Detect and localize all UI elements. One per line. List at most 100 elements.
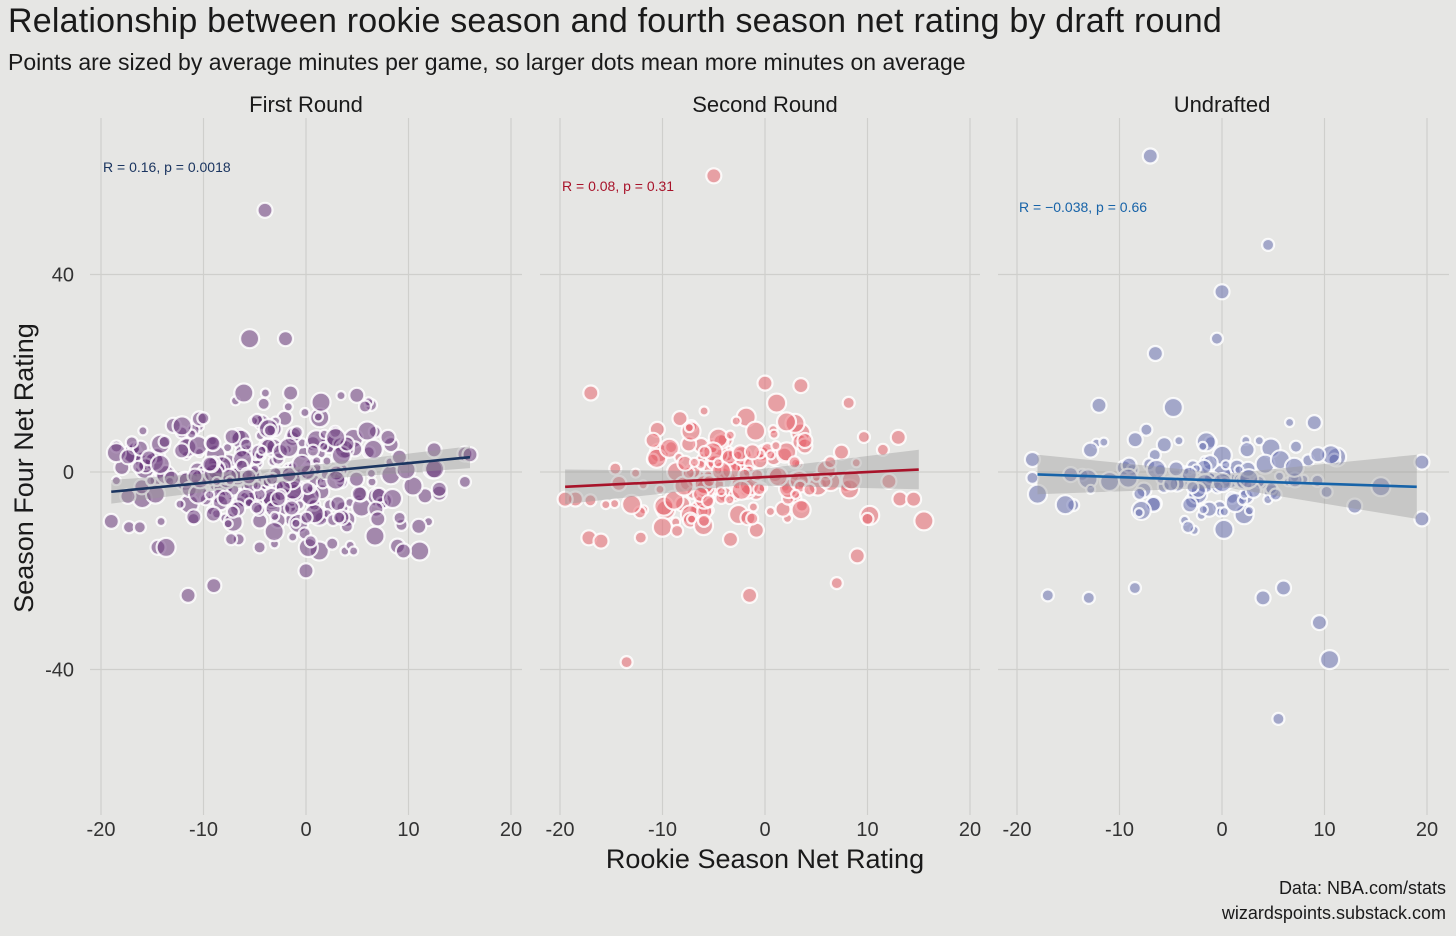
data-point <box>697 444 712 460</box>
data-point <box>425 441 443 459</box>
data-point <box>832 443 851 461</box>
data-point <box>1213 518 1235 541</box>
data-point <box>629 467 642 479</box>
data-point <box>1197 440 1209 452</box>
data-point <box>259 387 271 399</box>
data-point <box>1209 331 1225 346</box>
data-point <box>860 511 875 527</box>
data-point <box>1167 460 1185 478</box>
x-axis-label: Rookie Season Net Rating <box>606 844 924 874</box>
data-point <box>1318 648 1341 671</box>
data-point <box>671 410 689 428</box>
data-point <box>740 586 759 605</box>
data-point <box>262 423 278 438</box>
data-point <box>155 536 177 559</box>
data-point <box>1139 422 1154 437</box>
data-point <box>1211 472 1233 494</box>
data-point <box>904 490 923 508</box>
data-point <box>224 532 239 547</box>
data-point <box>196 411 211 426</box>
data-point <box>357 399 373 414</box>
data-point <box>392 510 407 526</box>
data-point <box>658 437 681 459</box>
x-tick-label: 20 <box>1416 819 1438 841</box>
data-point <box>299 406 311 419</box>
data-point <box>1173 435 1185 447</box>
data-point <box>875 442 891 457</box>
points-layer <box>556 167 935 670</box>
data-point <box>379 428 397 446</box>
data-point <box>299 510 314 525</box>
data-point <box>251 480 263 492</box>
x-tick-label: 0 <box>759 819 770 841</box>
data-point <box>300 481 315 496</box>
data-point <box>1413 510 1431 528</box>
y-tick-label: 0 <box>63 462 74 484</box>
data-point <box>1254 589 1272 607</box>
data-point <box>155 515 167 528</box>
data-point <box>600 499 612 511</box>
stat-annotation: R = 0.16, p = 0.0018 <box>103 159 231 175</box>
data-point <box>171 415 193 437</box>
data-point <box>204 505 222 523</box>
data-point <box>1260 237 1276 252</box>
y-tick-label: -40 <box>45 660 74 682</box>
data-point <box>608 498 621 510</box>
data-point <box>430 480 448 498</box>
data-point <box>347 470 366 488</box>
data-point <box>201 455 219 473</box>
data-point <box>721 530 740 549</box>
data-point <box>283 499 301 517</box>
chart-subtitle: Points are sized by average minutes per … <box>8 49 966 75</box>
data-point <box>256 444 268 456</box>
data-point <box>1253 435 1265 447</box>
data-point <box>282 384 300 402</box>
x-tick-label: -20 <box>546 819 575 841</box>
data-point <box>768 428 780 440</box>
stat-annotation: R = 0.08, p = 0.31 <box>562 178 674 194</box>
data-point <box>1413 453 1431 471</box>
data-point <box>1305 414 1323 432</box>
data-point <box>685 513 698 525</box>
data-point <box>1273 470 1286 482</box>
data-point <box>752 482 767 497</box>
data-point <box>290 517 302 529</box>
data-point <box>305 443 321 458</box>
data-point <box>1155 436 1173 454</box>
data-point <box>1274 579 1293 597</box>
data-point <box>790 499 812 521</box>
data-point <box>321 455 333 467</box>
data-point <box>1127 580 1143 596</box>
data-point <box>1213 283 1231 301</box>
data-point <box>789 488 802 500</box>
data-point <box>1346 497 1364 515</box>
data-point <box>1085 483 1097 495</box>
data-point <box>216 489 234 507</box>
data-point <box>289 425 304 440</box>
data-point <box>583 493 598 508</box>
data-point <box>1081 590 1096 606</box>
data-point <box>287 531 299 543</box>
data-point <box>1197 504 1209 516</box>
data-point <box>608 461 623 476</box>
data-point <box>633 530 648 545</box>
data-point <box>1146 344 1165 363</box>
data-point <box>683 422 695 434</box>
data-point <box>179 586 197 605</box>
data-point <box>698 405 710 417</box>
data-point <box>233 382 255 404</box>
data-point <box>205 576 223 595</box>
data-point <box>137 425 149 437</box>
data-point <box>700 494 716 509</box>
data-point <box>348 386 366 404</box>
data-point <box>743 443 762 461</box>
data-point <box>644 431 662 449</box>
x-tick-label: 10 <box>397 819 419 841</box>
data-point <box>880 472 898 490</box>
data-point <box>1283 416 1296 429</box>
data-point <box>350 485 368 503</box>
data-point <box>889 428 907 446</box>
data-point <box>1081 441 1100 459</box>
data-point <box>856 429 872 445</box>
